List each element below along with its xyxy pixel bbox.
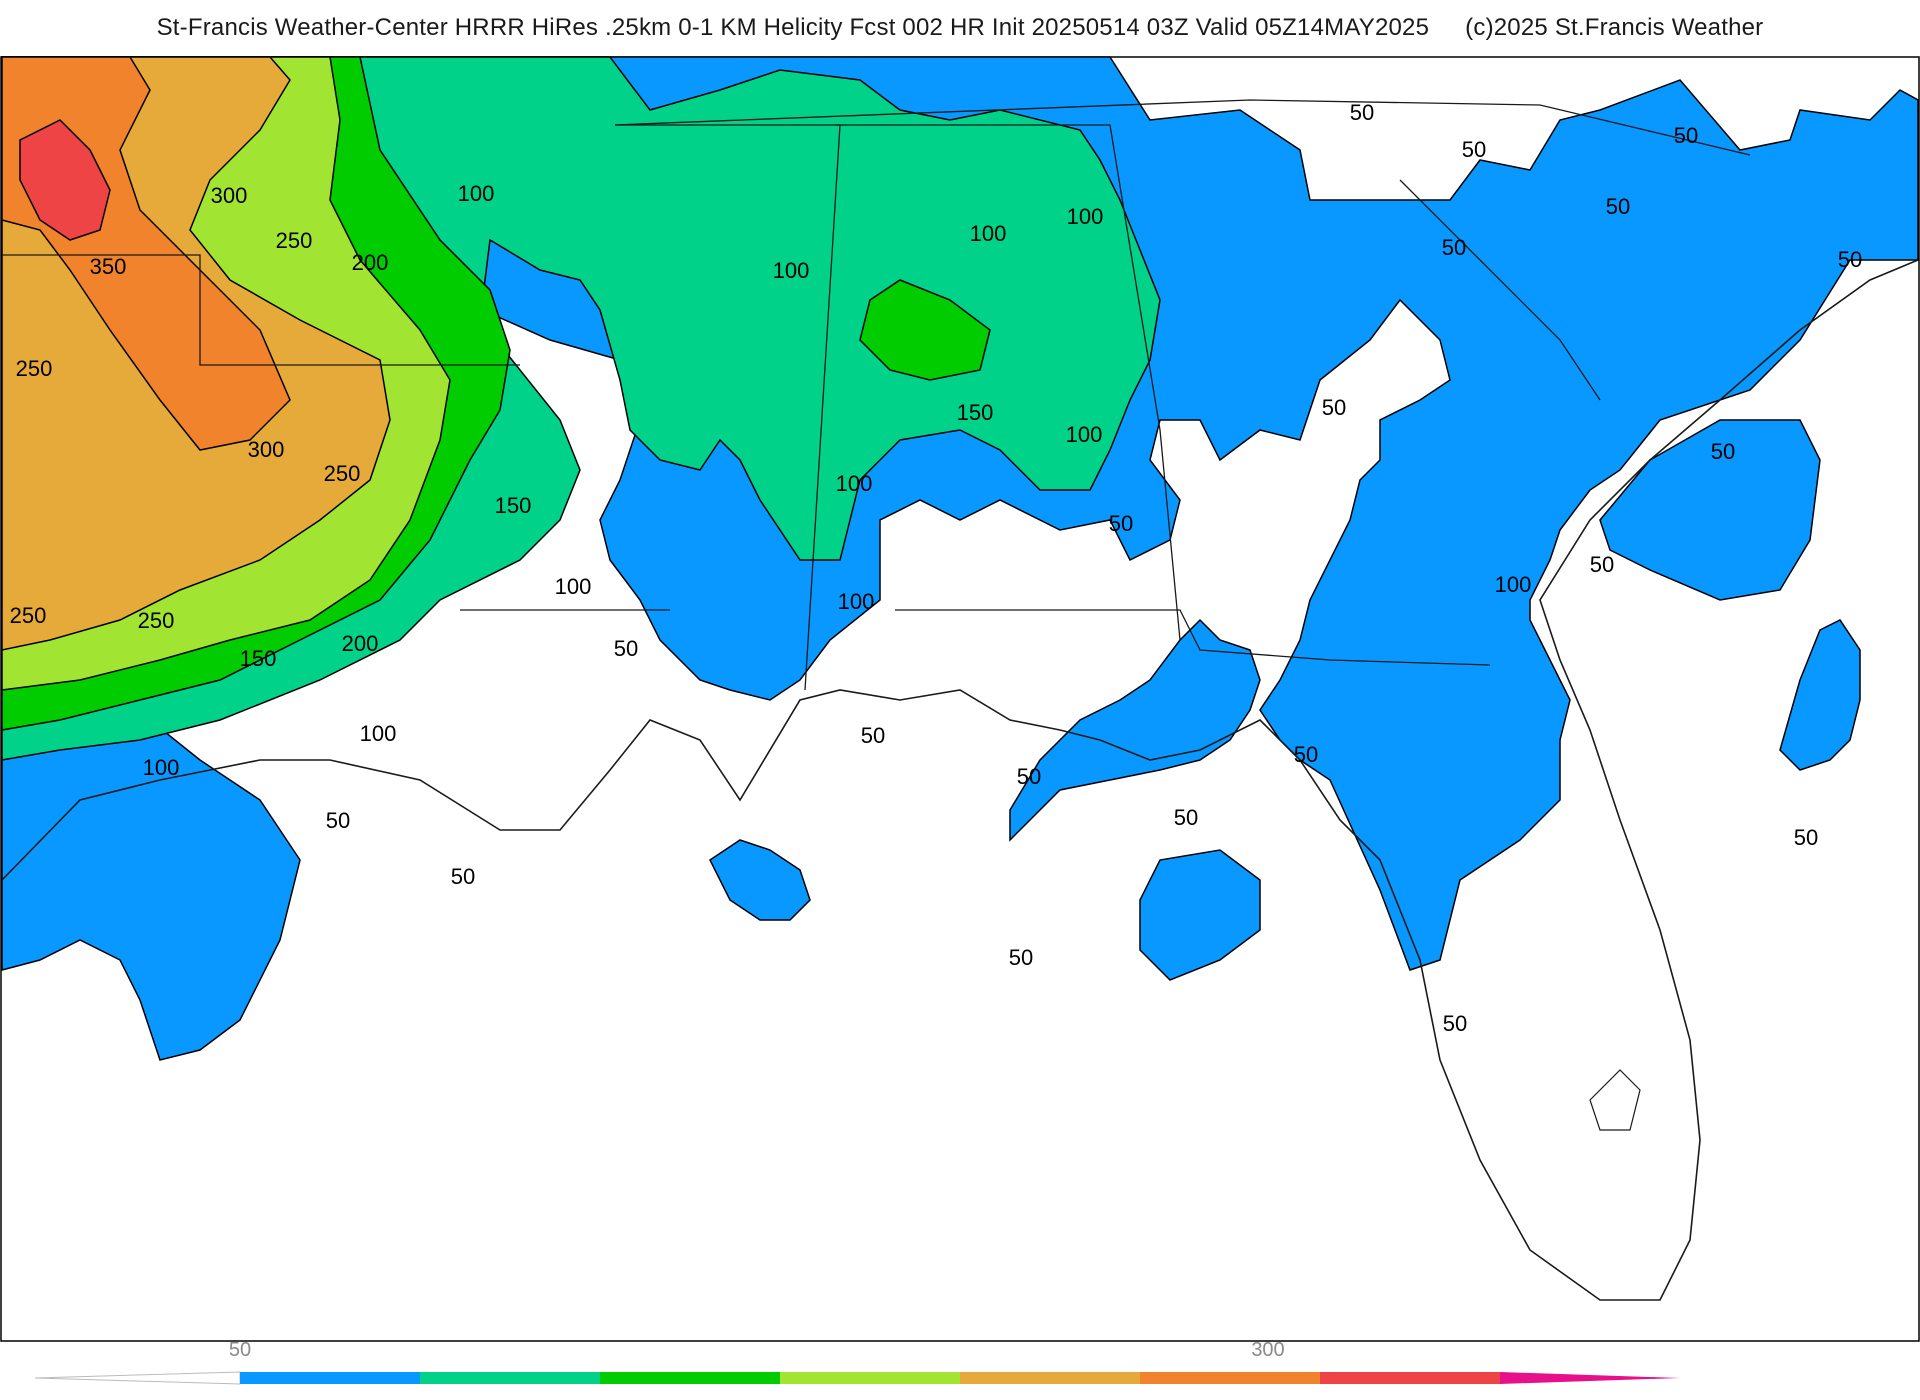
contour-label: 100 <box>1067 204 1104 229</box>
contour-label: 50 <box>1443 1011 1467 1036</box>
state-border-sc <box>1399 179 1601 401</box>
contour-label: 100 <box>1495 572 1532 597</box>
contour-label: 50 <box>1838 247 1862 272</box>
contour-labels: 300 350 250 250 200 300 250 150 250 250 150 200 100 1… <box>10 100 1863 1036</box>
contour-label: 100 <box>970 221 1007 246</box>
state-border-al <box>835 124 1181 641</box>
contour-label: 100 <box>458 181 495 206</box>
helicity-map: 300 350 250 250 200 300 250 150 250 250 150 200 100 1… <box>0 56 1920 1342</box>
contour-label: 300 <box>211 183 248 208</box>
colorbar-bin <box>240 1372 420 1384</box>
contour-label: 100 <box>836 471 873 496</box>
contour-label: 250 <box>324 461 361 486</box>
contour-label: 100 <box>1066 422 1103 447</box>
colorbar-tick-min: 50 <box>229 1339 251 1361</box>
contour-label: 100 <box>143 755 180 780</box>
state-border-tn <box>614 99 1751 156</box>
contour-label: 350 <box>90 254 127 279</box>
colorbar: 50 300 <box>34 1339 1680 1385</box>
contour-label: 200 <box>352 250 389 275</box>
contour-label: 50 <box>1017 764 1041 789</box>
contour-fill-50-gulf-blob3 <box>709 839 811 921</box>
contour-label: 50 <box>1674 123 1698 148</box>
contour-fill-50-gulf-blob2 <box>1139 849 1261 981</box>
contour-fill-50-atlantic2 <box>1599 419 1821 601</box>
contour-label: 50 <box>1350 100 1374 125</box>
colorbar-bin <box>420 1372 600 1384</box>
coastline <box>1 259 1919 1301</box>
contour-label: 250 <box>10 603 47 628</box>
colorbar-over-wedge <box>1500 1372 1680 1384</box>
contour-label: 50 <box>1109 511 1133 536</box>
contour-label: 50 <box>451 864 475 889</box>
colorbar-bins <box>34 1371 1680 1385</box>
contour-label: 50 <box>861 723 885 748</box>
map-copyright: (c)2025 St.Francis Weather <box>1465 14 1764 41</box>
contour-label: 250 <box>138 608 175 633</box>
contour-label: 50 <box>326 808 350 833</box>
contour-label: 50 <box>1322 395 1346 420</box>
colorbar-bin <box>780 1372 960 1384</box>
contour-label: 250 <box>276 228 313 253</box>
contour-label: 50 <box>1174 805 1198 830</box>
map-title: St-Francis Weather-Center HRRR HiRes .25… <box>0 0 1920 56</box>
contour-label: 50 <box>1794 825 1818 850</box>
contour-label: 100 <box>773 258 810 283</box>
state-border-ok-tx <box>2 254 520 366</box>
contour-label: 50 <box>1606 194 1630 219</box>
colorbar-bin <box>1140 1372 1320 1384</box>
contour-label: 250 <box>16 356 53 381</box>
state-borders <box>2 99 1751 691</box>
contour-fill-50-gulf-west <box>1 719 301 1061</box>
contour-label: 50 <box>1009 945 1033 970</box>
contour-fill-50-atlantic <box>1779 619 1861 771</box>
contour-fill-50-gulf-east <box>1009 618 1261 842</box>
contour-label: 200 <box>342 631 379 656</box>
colorbar-bin <box>960 1372 1140 1384</box>
florida-lake <box>1589 1069 1641 1131</box>
contour-label: 150 <box>495 493 532 518</box>
contour-fill-350 <box>19 119 111 241</box>
contour-label: 50 <box>1442 235 1466 260</box>
state-border-ga-fl <box>895 609 1491 666</box>
map-title-text: St-Francis Weather-Center HRRR HiRes .25… <box>156 14 1430 41</box>
colorbar-tick-mid: 300 <box>1251 1339 1284 1361</box>
contour-label: 100 <box>555 574 592 599</box>
contour-label: 150 <box>240 646 277 671</box>
contour-label: 50 <box>1462 137 1486 162</box>
contour-fill-150-ms <box>859 279 991 381</box>
colorbar-under-wedge <box>34 1371 241 1385</box>
contour-label: 150 <box>957 400 994 425</box>
contour-label: 100 <box>360 721 397 746</box>
colorbar-bin <box>1320 1372 1500 1384</box>
contour-label: 50 <box>1590 552 1614 577</box>
contour-label: 100 <box>838 589 875 614</box>
colorbar-bin <box>600 1372 780 1384</box>
contour-label: 50 <box>614 636 638 661</box>
contour-label: 50 <box>1711 439 1735 464</box>
contour-label: 300 <box>248 437 285 462</box>
contour-label: 50 <box>1294 742 1318 767</box>
